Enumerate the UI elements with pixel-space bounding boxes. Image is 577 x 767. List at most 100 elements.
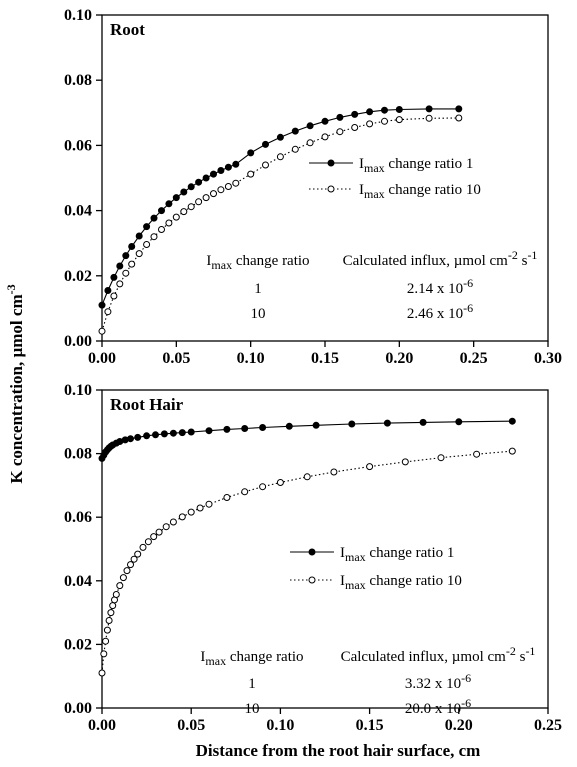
- data-point: [169, 429, 177, 437]
- data-point: [276, 479, 284, 486]
- data-point: [455, 418, 463, 426]
- data-point: [241, 488, 249, 496]
- data-point: [247, 170, 255, 178]
- data-point: [143, 223, 151, 231]
- x-tick-label: 0.00: [88, 350, 116, 367]
- data-point: [98, 669, 106, 677]
- table-cell-influx: 2.46 x 10-6: [407, 301, 473, 322]
- data-point: [110, 273, 118, 281]
- data-point: [150, 533, 158, 541]
- data-point: [419, 418, 427, 426]
- x-axis-title: Distance from the root hair surface, cm: [196, 741, 481, 760]
- data-point: [312, 421, 320, 429]
- data-point: [130, 555, 138, 563]
- data-point: [285, 422, 293, 430]
- data-point: [366, 108, 374, 116]
- data-point: [321, 117, 329, 125]
- data-point: [473, 450, 481, 458]
- data-point: [150, 214, 158, 222]
- plot-frame: [101, 14, 549, 342]
- table-header-ratio: Imax change ratio: [200, 649, 303, 668]
- data-point: [116, 582, 124, 590]
- table-cell-influx: 2.14 x 10-6: [407, 276, 473, 297]
- data-point: [425, 114, 433, 122]
- series-line: [101, 420, 513, 459]
- data-point: [116, 280, 124, 288]
- data-point: [276, 153, 284, 161]
- data-point: [241, 425, 249, 432]
- y-tick-label: 0.02: [64, 268, 92, 285]
- x-tick-label: 0.15: [356, 717, 384, 734]
- data-point: [187, 428, 195, 436]
- x-tick-label: 0.25: [460, 350, 488, 367]
- data-point: [152, 431, 159, 439]
- data-point: [122, 269, 130, 277]
- table-header-ratio: Imax change ratio: [206, 253, 309, 272]
- data-point: [401, 458, 409, 466]
- data-point: [128, 260, 136, 268]
- data-point: [165, 200, 173, 208]
- legend-marker: [308, 548, 316, 556]
- x-tick-label: 0.15: [311, 350, 339, 367]
- data-point: [98, 301, 106, 309]
- y-tick-label: 0.00: [64, 700, 92, 717]
- y-tick-label: 0.06: [64, 509, 92, 526]
- plot-frame: [101, 389, 549, 709]
- legend-marker: [327, 159, 335, 167]
- table-cell-ratio: 10: [245, 701, 260, 717]
- data-point: [306, 139, 314, 147]
- data-point: [210, 190, 217, 198]
- legend-label: Imax change ratio 10: [340, 573, 462, 592]
- data-point: [196, 504, 204, 512]
- x-tick-label: 0.30: [534, 350, 562, 367]
- data-point: [291, 145, 299, 153]
- data-point: [105, 617, 113, 624]
- data-point: [128, 243, 136, 250]
- data-point: [205, 500, 213, 508]
- legend-label: Imax change ratio 1: [340, 545, 454, 564]
- data-point: [187, 183, 195, 191]
- data-point: [123, 567, 131, 575]
- data-point: [217, 186, 225, 194]
- y-axis-title: K concentration, µmol cm-3: [4, 284, 26, 483]
- y-tick-label: 0.06: [64, 137, 92, 154]
- legend-label: Imax change ratio 10: [359, 182, 481, 201]
- data-point: [155, 528, 163, 536]
- panel-title: Root Hair: [110, 395, 184, 414]
- data-point: [232, 179, 240, 187]
- x-tick-label: 0.00: [88, 717, 116, 734]
- data-point: [139, 543, 147, 551]
- legend-marker: [308, 576, 316, 584]
- data-point: [425, 105, 433, 113]
- y-tick-label: 0.00: [64, 333, 92, 350]
- data-point: [259, 424, 267, 431]
- data-point: [210, 170, 217, 178]
- data-point: [381, 106, 388, 114]
- y-tick-label: 0.10: [64, 382, 92, 399]
- data-point: [383, 419, 391, 427]
- data-point: [127, 435, 134, 443]
- data-point: [366, 463, 374, 471]
- data-point: [187, 508, 195, 516]
- data-point: [232, 160, 240, 168]
- data-point: [178, 429, 186, 437]
- panel-root-hair: 0.00 0.02 0.04 0.06 0.08 0.10 0.00 0.05 0.10 0.15…: [64, 382, 562, 734]
- data-point: [223, 425, 231, 433]
- data-point: [291, 127, 299, 135]
- data-point: [158, 226, 165, 233]
- data-point: [259, 483, 267, 491]
- y-tick-label: 0.04: [64, 203, 92, 220]
- data-point: [104, 287, 112, 294]
- x-tick-label: 0.05: [177, 717, 205, 734]
- data-point: [98, 327, 106, 335]
- data-point: [180, 208, 188, 216]
- panel-root: 0.00 0.02 0.04 0.06 0.08 0.10 0.00 0.05 0.10 0.15…: [64, 7, 562, 367]
- data-point: [178, 513, 186, 521]
- table-header-influx: Calculated influx, µmol cm-2 s-1: [343, 248, 538, 269]
- data-point: [104, 308, 112, 316]
- data-point: [135, 232, 143, 240]
- data-point: [330, 468, 338, 476]
- y-tick-label: 0.02: [64, 636, 92, 653]
- data-point: [247, 149, 255, 157]
- table-cell-influx: 3.32 x 10-6: [405, 671, 471, 692]
